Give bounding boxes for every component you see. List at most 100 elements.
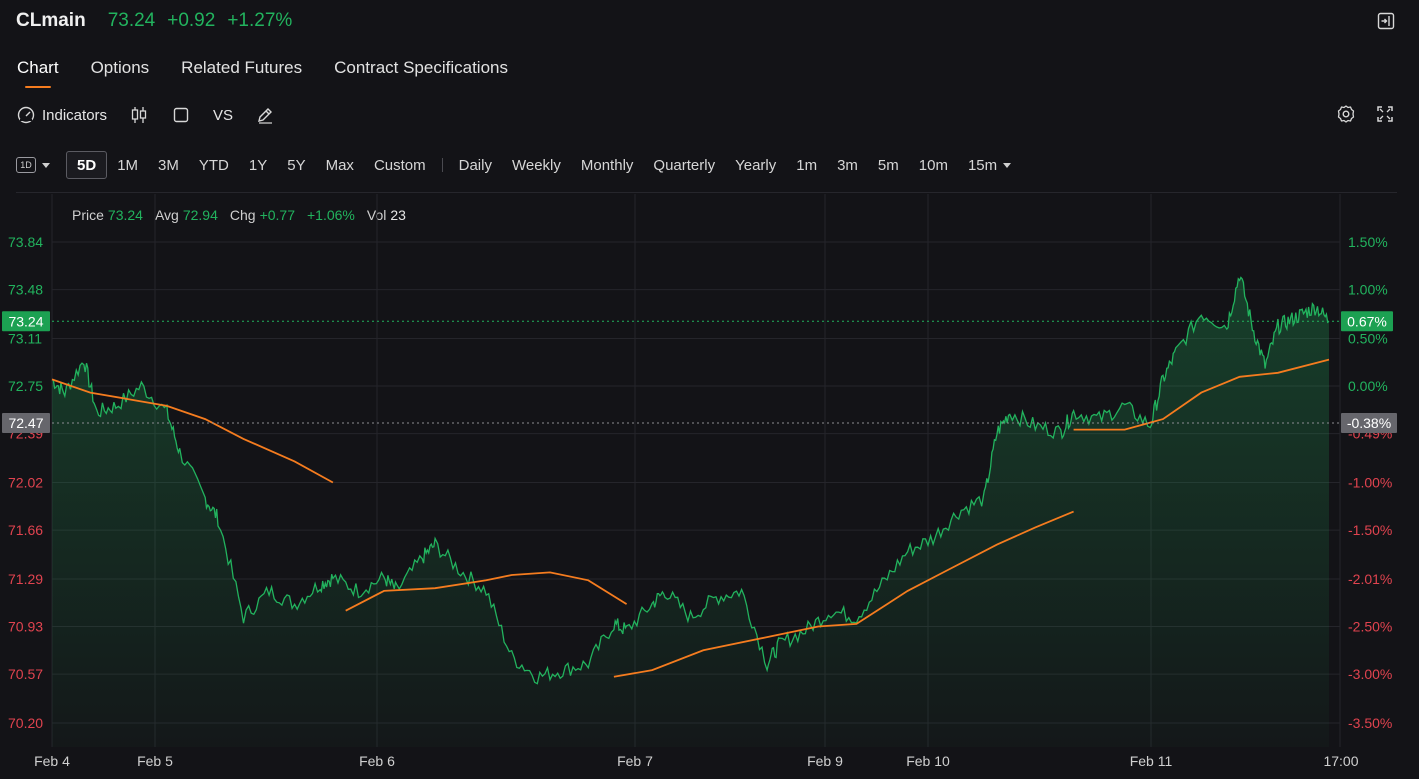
last-pct-tag <box>1341 311 1393 332</box>
x-tick-label: 17:00 <box>1323 753 1358 769</box>
y-tick-label-right: -2.50% <box>1348 619 1392 635</box>
y-tick-label-right: -3.00% <box>1348 666 1392 682</box>
legend-price-label: Price <box>72 207 104 223</box>
range-custom[interactable]: Custom <box>373 156 426 174</box>
interval-10m[interactable]: 10m <box>918 156 948 174</box>
exit-fullscreen-icon[interactable] <box>1377 12 1395 30</box>
y-tick-label-left: 72.75 <box>8 378 43 394</box>
tab-chart[interactable]: Chart <box>17 58 59 88</box>
quote-header: CLmain 73.24 +0.92 +1.27% <box>16 10 292 36</box>
y-tick-label-left: 70.93 <box>8 619 43 635</box>
compare-vs-button[interactable]: VS <box>213 106 234 124</box>
range-3m[interactable]: 3M <box>158 156 179 174</box>
price-area-fill <box>52 277 1329 747</box>
interval-weekly[interactable]: Weekly <box>511 156 561 174</box>
last-pct-tag-label: 0.67% <box>1347 313 1387 329</box>
range-1m[interactable]: 1M <box>117 156 139 174</box>
y-tick-label-right: 0.50% <box>1348 330 1388 346</box>
range-max[interactable]: Max <box>325 156 354 174</box>
avg-series-line <box>345 571 628 612</box>
price-change: +0.92 <box>167 10 216 31</box>
avg-series-line <box>51 378 334 484</box>
y-tick-label-left: 73.84 <box>8 234 43 250</box>
y-tick-label-right: -1.50% <box>1348 522 1392 538</box>
fullscreen-icon[interactable] <box>1375 104 1395 124</box>
legend-avg-label: Avg <box>154 207 179 223</box>
y-tick-label-left: 70.57 <box>8 666 43 682</box>
y-tick-label-left: 72.02 <box>8 475 43 491</box>
interval-3m[interactable]: 3m <box>837 156 858 174</box>
x-tick-label: Feb 10 <box>906 753 950 769</box>
square-icon[interactable] <box>171 105 191 125</box>
symbol-name: CLmain <box>16 10 86 31</box>
indicators-button[interactable]: Indicators <box>16 105 107 125</box>
interval-yearly[interactable]: Yearly <box>735 156 777 174</box>
legend-chg-label: Chg <box>229 207 256 223</box>
y-tick-label-right: 1.50% <box>1348 234 1388 250</box>
interval-5m[interactable]: 5m <box>877 156 899 174</box>
y-tick-label-right: -1.00% <box>1348 475 1392 491</box>
legend-price-value: 73.24 <box>107 207 143 223</box>
interval-daily[interactable]: Daily <box>458 156 492 174</box>
period-selector[interactable]: 1D <box>16 157 50 173</box>
avg-series-line <box>1073 358 1330 431</box>
y-tick-label-right: 0.00% <box>1348 378 1388 394</box>
legend-chg-value: +0.77 <box>259 207 295 223</box>
x-tick-label: Feb 6 <box>359 753 395 769</box>
last-price-tag-label: 73.24 <box>8 313 43 329</box>
price-change-pct: +1.27% <box>227 10 293 31</box>
chart-toolbar: Indicators VS <box>16 102 297 128</box>
prev-close-pct-tag-label: -0.38% <box>1347 415 1391 431</box>
indicators-label: Indicators <box>42 106 108 124</box>
last-price-tag <box>2 311 50 332</box>
gauge-icon <box>17 106 35 124</box>
settings-gear-icon[interactable] <box>1336 104 1356 124</box>
period-selector-value: 1D <box>16 157 36 173</box>
x-tick-label: Feb 5 <box>137 753 173 769</box>
price-series-line <box>51 276 1330 685</box>
range-5d[interactable]: 5D <box>66 151 108 179</box>
y-tick-label-left: 71.29 <box>8 571 43 587</box>
tab-related-futures[interactable]: Related Futures <box>181 58 303 77</box>
tab-contract-specifications[interactable]: Contract Specifications <box>334 58 508 77</box>
last-price: 73.24 <box>107 10 156 31</box>
y-tick-label-left: 70.20 <box>8 715 43 731</box>
interval-options: Daily Weekly Monthly Quarterly Yearly 1m 3m 5m 1… <box>449 151 1012 179</box>
prev-close-pct-tag <box>1341 413 1397 434</box>
prev-close-tag-label: 72.47 <box>8 415 43 431</box>
y-tick-label-right: -3.50% <box>1348 715 1392 731</box>
range-options: 5D 1M 3M YTD 1Y 5Y Max Custom <box>66 151 436 179</box>
tab-bar: Chart Options Related Futures Contract S… <box>17 58 508 88</box>
legend-chg-pct: +1.06% <box>307 207 355 223</box>
chevron-down-icon <box>42 162 50 168</box>
y-tick-label-left: 71.66 <box>8 522 43 538</box>
tab-options[interactable]: Options <box>90 58 150 77</box>
x-tick-label: Feb 9 <box>807 753 843 769</box>
legend-avg-value: 72.94 <box>182 207 218 223</box>
range-ytd[interactable]: YTD <box>198 156 229 174</box>
legend-vol-value: 23 <box>390 207 406 223</box>
y-tick-label-left: 73.11 <box>8 330 42 346</box>
interval-quarterly[interactable]: Quarterly <box>653 156 716 174</box>
avg-series-line <box>613 510 1074 678</box>
chart-legend: Price 73.24 Avg 72.94 Chg +0.77 +1.06% V… <box>72 207 406 223</box>
price-chart[interactable]: 73.84 1.50% 73.48 1.00% 73.11 0.50% 72.75 0.00%… <box>0 194 1419 779</box>
candlestick-icon[interactable] <box>129 105 149 125</box>
range-5y[interactable]: 5Y <box>287 156 306 174</box>
interval-15m[interactable]: 15m <box>967 156 998 174</box>
x-tick-label: Feb 7 <box>617 753 653 769</box>
y-tick-label-right: 1.00% <box>1348 282 1388 298</box>
x-tick-label: Feb 4 <box>34 753 70 769</box>
prev-close-tag <box>2 413 50 434</box>
chevron-down-icon[interactable] <box>1003 162 1012 168</box>
toolbar-divider <box>16 192 1397 193</box>
x-tick-label: Feb 11 <box>1130 753 1173 769</box>
interval-1m[interactable]: 1m <box>796 156 818 174</box>
y-tick-label-right: -2.01% <box>1348 571 1392 587</box>
range-bar: 1D 5D 1M 3M YTD 1Y 5Y Max Custom Daily Weekly Mon… <box>16 150 1012 180</box>
draw-pen-icon[interactable] <box>255 105 275 125</box>
y-tick-label-left: 73.48 <box>8 282 43 298</box>
range-1y[interactable]: 1Y <box>248 156 268 174</box>
range-divider <box>441 158 443 172</box>
interval-monthly[interactable]: Monthly <box>580 156 634 174</box>
